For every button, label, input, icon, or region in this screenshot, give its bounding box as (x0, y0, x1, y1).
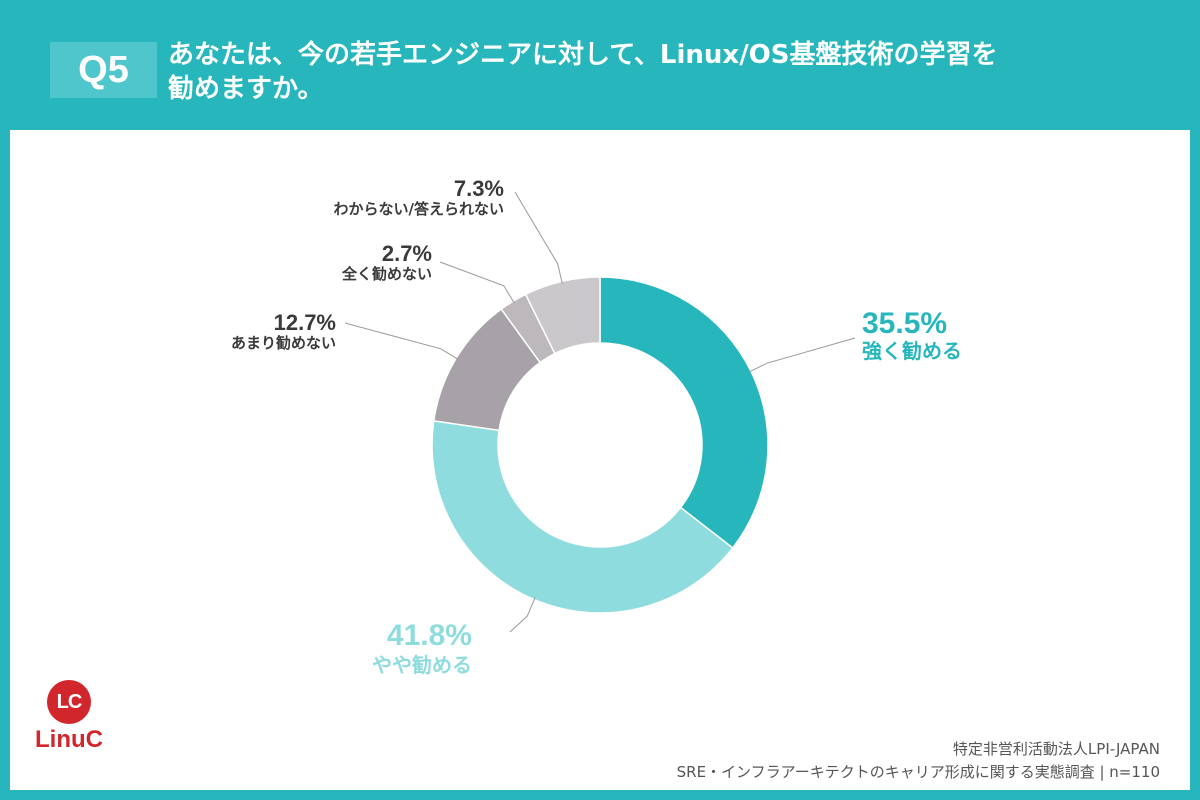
question-title-line1: あなたは、今の若手エンジニアに対して、Linux/OS基盤技術の学習を (168, 40, 998, 70)
slice-percent-label-1: 41.8% (387, 619, 472, 652)
slice-category-label-2: あまり勧めない (231, 334, 336, 352)
donut-slice-4 (524, 276, 601, 355)
linuc-logo: LC LinuC (24, 680, 114, 760)
slice-percent-label-3: 2.7% (382, 241, 432, 266)
slice-percent-label-4: 7.3% (454, 176, 504, 201)
logo-name: LinuC (35, 726, 103, 753)
slice-percent-label-0: 35.5% (862, 307, 947, 340)
footer-survey: SRE・インフラアーキテクトのキャリア形成に関する実態調査 | n=110 (676, 763, 1160, 781)
header: Q5 あなたは、今の若手エンジニアに対して、Linux/OS基盤技術の学習を 勧… (0, 0, 1200, 130)
slice-category-label-0: 強く勧める (862, 339, 962, 363)
question-title-line2: 勧めますか。 (168, 74, 324, 104)
question-badge: Q5 (50, 42, 157, 98)
leader-line-3 (439, 261, 515, 304)
logo-mark: LC (47, 680, 91, 724)
leader-line-0 (748, 337, 856, 373)
slice-category-label-4: わからない/答えられない (334, 200, 504, 218)
donut-slice-1 (431, 419, 734, 614)
slice-percent-label-2: 12.7% (274, 310, 336, 335)
leader-line-2 (344, 322, 459, 360)
slice-category-label-1: やや勧める (372, 653, 472, 677)
footer-source: 特定非営利活動法人LPI-JAPAN SRE・インフラアーキテクトのキャリア形成… (677, 738, 1160, 784)
slice-category-label-3: 全く勧めない (341, 265, 432, 283)
question-title: あなたは、今の若手エンジニアに対して、Linux/OS基盤技術の学習を 勧めます… (168, 38, 1168, 106)
chart-panel (10, 130, 1190, 790)
donut-slice-0 (599, 276, 769, 550)
leader-line-1 (509, 597, 536, 633)
footer-org: 特定非営利活動法人LPI-JAPAN (952, 740, 1160, 758)
leader-line-4 (514, 191, 563, 284)
